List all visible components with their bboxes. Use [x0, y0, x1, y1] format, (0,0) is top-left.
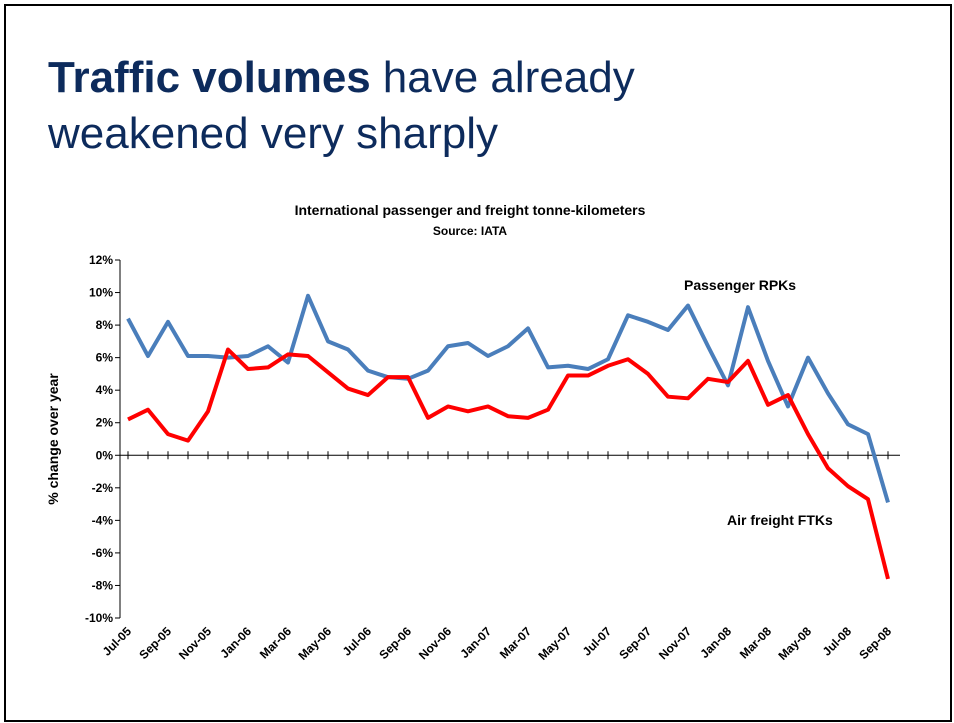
series-line	[126, 293, 890, 504]
chart-subtitle: Source: IATA	[433, 224, 508, 238]
y-tick-label: 6%	[96, 351, 114, 365]
y-tick-label: -4%	[92, 513, 114, 527]
y-tick-label: 4%	[96, 383, 114, 397]
y-tick-label: -10%	[85, 611, 113, 625]
slide-border	[4, 4, 952, 722]
chart-title: International passenger and freight tonn…	[295, 202, 646, 218]
slide-title-line2: weakened very sharply	[47, 109, 498, 158]
title-bold: Traffic volumes	[48, 53, 371, 102]
y-tick-label: 2%	[96, 416, 114, 430]
slide-title: Traffic volumes have already	[48, 53, 635, 102]
series-label: Passenger RPKs	[684, 277, 796, 293]
y-tick-label: -8%	[92, 578, 114, 592]
series-line	[127, 347, 890, 580]
y-axis-label: % change over year	[45, 373, 61, 505]
y-tick-label: 0%	[96, 448, 114, 462]
y-tick-label: 10%	[89, 286, 113, 300]
y-tick-label: -6%	[92, 546, 114, 560]
y-tick-label: -2%	[92, 481, 114, 495]
series-label: Air freight FTKs	[727, 512, 833, 528]
y-tick-label: 12%	[89, 253, 113, 267]
y-tick-label: 8%	[96, 318, 114, 332]
title-rest: have already	[383, 53, 635, 102]
